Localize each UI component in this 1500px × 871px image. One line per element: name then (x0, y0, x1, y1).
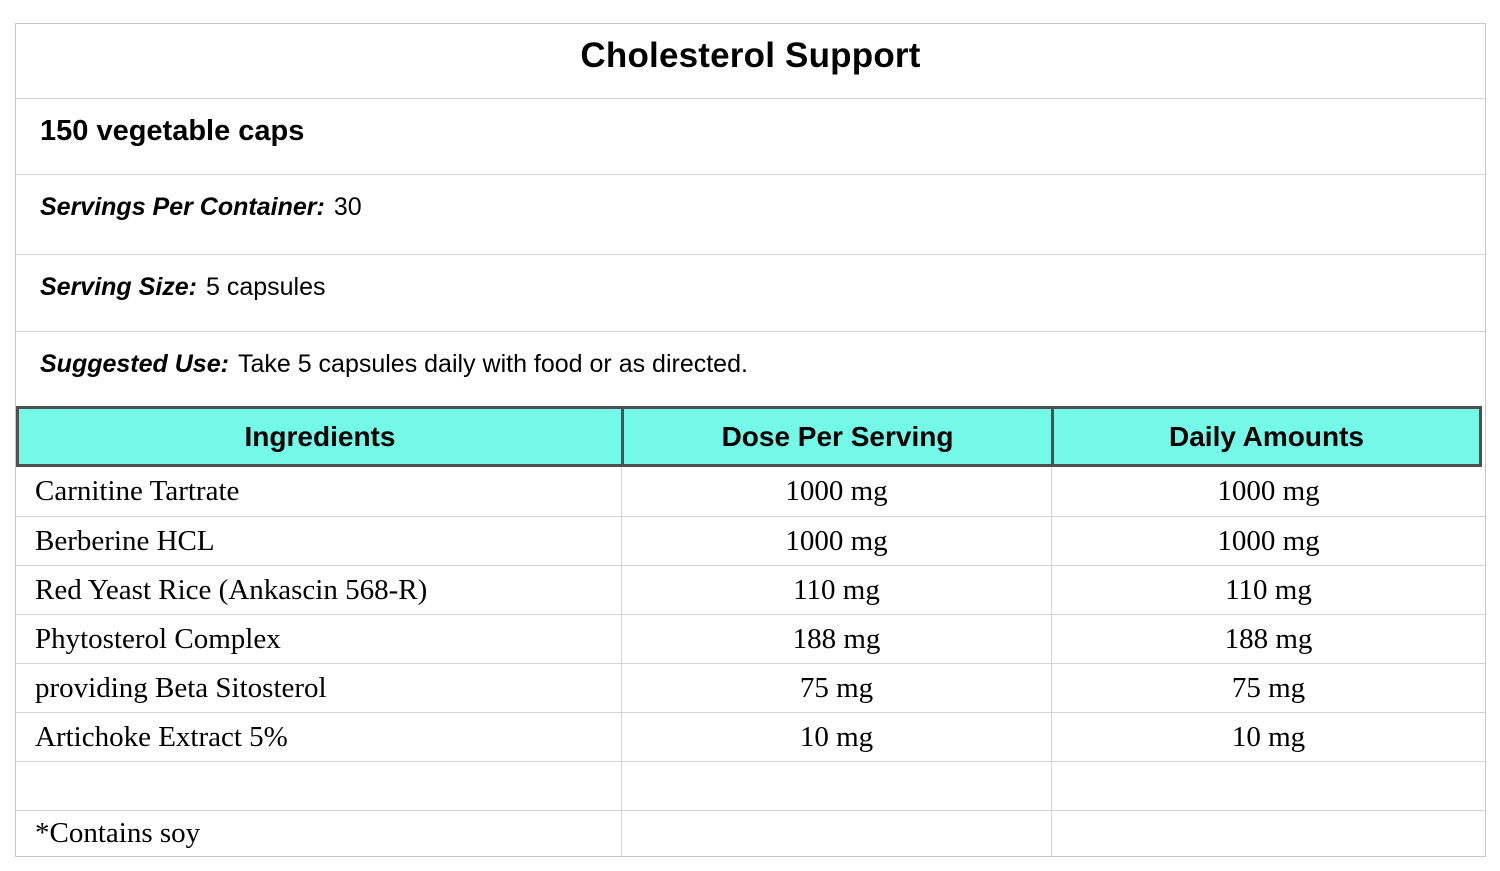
dose-per-serving-value: 1000 mg (621, 517, 1051, 565)
suggested-use-value: Take 5 capsules daily with food or as di… (237, 350, 748, 378)
servings-per-container-label: Servings Per Container: (40, 193, 325, 221)
daily-amount-value: 1000 mg (1051, 517, 1485, 565)
table-row: Carnitine Tartrate 1000 mg 1000 mg (16, 467, 1485, 516)
daily-amount-value: 188 mg (1051, 615, 1485, 663)
serving-size-value: 5 capsules (206, 273, 326, 301)
dose-per-serving-value: 1000 mg (621, 467, 1051, 516)
suggested-use-row: Suggested Use: Take 5 capsules daily with… (16, 331, 1485, 406)
dose-per-serving-value: 75 mg (621, 664, 1051, 712)
ingredients-table-header: Ingredients Dose Per Serving Daily Amoun… (16, 406, 1482, 467)
ingredient-name: providing Beta Sitosterol (35, 671, 327, 704)
supplement-facts-panel: Cholesterol Support 150 vegetable caps S… (15, 23, 1486, 857)
table-row-empty (16, 761, 1485, 810)
daily-amount-value (1051, 811, 1485, 856)
servings-per-container-row: Servings Per Container: 30 (16, 174, 1485, 254)
servings-per-container-value: 30 (333, 193, 362, 221)
column-header-ingredients: Ingredients (244, 420, 396, 452)
ingredient-name: Red Yeast Rice (Ankascin 568-R) (35, 573, 428, 606)
ingredient-name: Carnitine Tartrate (35, 475, 240, 507)
suggested-use-label: Suggested Use: (40, 350, 229, 378)
ingredient-name: Artichoke Extract 5% (35, 720, 288, 753)
contains-soy-footnote: *Contains soy (35, 817, 201, 849)
table-row: providing Beta Sitosterol 75 mg 75 mg (16, 663, 1485, 712)
table-row: Red Yeast Rice (Ankascin 568-R) 110 mg 1… (16, 565, 1485, 614)
dose-per-serving-value: 110 mg (621, 566, 1051, 614)
serving-size-row: Serving Size: 5 capsules (16, 254, 1485, 331)
serving-size-label: Serving Size: (40, 273, 197, 301)
table-row: Artichoke Extract 5% 10 mg 10 mg (16, 712, 1485, 761)
table-row: Berberine HCL 1000 mg 1000 mg (16, 516, 1485, 565)
daily-amount-value: 75 mg (1051, 664, 1485, 712)
ingredient-name (16, 762, 621, 810)
ingredient-name: Phytosterol Complex (35, 622, 281, 655)
table-row: Phytosterol Complex 188 mg 188 mg (16, 614, 1485, 663)
dose-per-serving-value: 10 mg (621, 713, 1051, 761)
dose-per-serving-value (621, 762, 1051, 810)
product-title: Cholesterol Support (580, 36, 921, 75)
capsule-count: 150 vegetable caps (16, 98, 1485, 174)
dose-per-serving-value: 188 mg (621, 615, 1051, 663)
dose-per-serving-value (621, 811, 1051, 856)
ingredient-name: Berberine HCL (35, 524, 215, 557)
daily-amount-value: 110 mg (1051, 566, 1485, 614)
table-row-footnote: *Contains soy (16, 810, 1485, 856)
column-header-daily-amounts: Daily Amounts (1051, 409, 1479, 464)
column-header-dose-per-serving: Dose Per Serving (621, 409, 1051, 464)
daily-amount-value: 10 mg (1051, 713, 1485, 761)
daily-amount-value: 1000 mg (1051, 467, 1485, 516)
daily-amount-value (1051, 762, 1485, 810)
